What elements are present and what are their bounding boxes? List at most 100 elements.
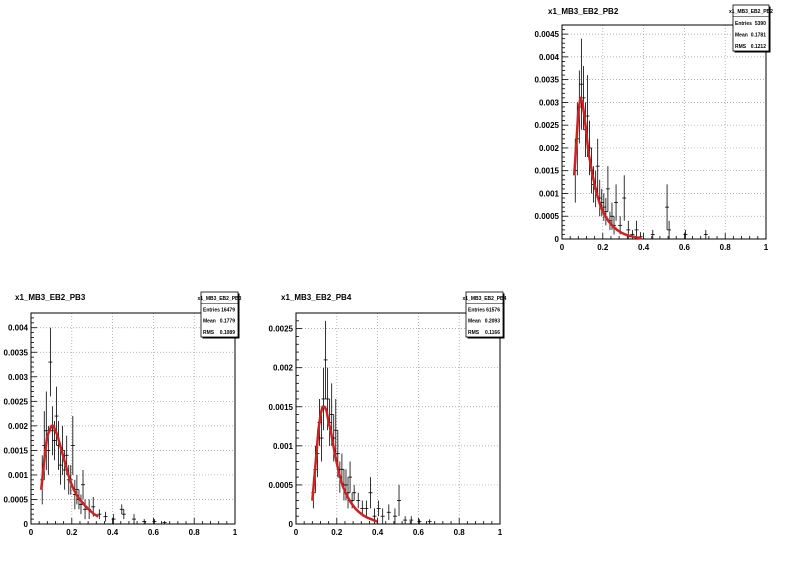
data-point [132,514,137,524]
x-tick-label: 0 [560,243,565,252]
data-point [409,516,414,524]
data-point [58,445,63,485]
data-point [121,509,126,520]
stats-rms-value: 0.1212 [751,44,767,50]
stats-rms-label: RMS [468,330,480,336]
fit-curve [572,96,642,240]
y-tick-label: 0.0005 [269,481,294,490]
stats-mean-label: Mean [468,319,481,325]
data-point [622,175,627,221]
fit-curve [311,405,379,523]
y-tick-label: 0 [24,520,29,529]
stats-box: x1_MB3_EB2_PB2 Entries 5390 Mean 0.1781 RMS 0.… [729,4,773,53]
y-tick-label: 0.004 [539,53,560,62]
y-tick-label: 0.002 [539,144,560,153]
data-point [319,414,324,462]
y-tick-label: 0.004 [8,324,29,333]
y-tick-label: 0.001 [539,189,560,198]
stats-mean-label: Mean [203,319,216,325]
x-tick-label: 0.6 [148,528,160,537]
y-tick-label: 0.001 [273,442,294,451]
data-point [74,474,79,505]
data-point [368,477,373,509]
y-tick-label: 0.003 [8,373,29,382]
stats-entries-label: Entries [468,307,485,313]
panel-title: x1_MB3_EB2_PB2 [548,7,619,16]
histogram-panel: x1_MB3_EB2_PB4 0 0.2 0.4 0.6 0.8 1 0 0.0005 0.001… [269,291,507,537]
panel-title: x1_MB3_EB2_PB3 [15,293,86,302]
x-tick-label: 1 [233,528,238,537]
data-point [48,327,53,397]
data-point [667,220,672,239]
stats-frame [732,4,770,52]
y-tick-label: 0.003 [539,98,560,107]
histogram-panel: x1_MB3_EB2_PB3 0 0.2 0.4 0.6 0.8 1 0 0.0005 0.001… [4,291,242,537]
stats-frame [465,291,504,338]
data-point [333,398,338,462]
data-point [397,484,402,517]
data-point [162,521,167,524]
x-tick-label: 0.4 [372,528,384,537]
y-tick-label: 0.002 [273,364,294,373]
stats-entries-label: Entries [735,21,752,27]
data-point [78,494,83,515]
data-point [83,499,88,520]
x-tick-label: 0.6 [679,243,691,252]
x-tick-label: 0.6 [413,528,425,537]
y-tick-label: 0 [555,235,560,244]
data-point [601,193,606,221]
stats-name: x1_MB3_EB2_PB2 [729,9,773,15]
y-tick-label: 0.002 [8,422,29,431]
data-point [386,504,391,521]
stats-mean-value: 0.1779 [220,319,236,325]
histogram-panel: x1_MB3_EB2_PB2 0 0.2 0.4 0.6 0.8 1 0 0.0005 0.001… [535,4,773,252]
y-tick-label: 0.0035 [535,76,560,85]
data-point [581,65,586,130]
fit-curve [39,424,99,518]
y-tick-label: 0.001 [8,471,29,480]
stats-entries-value: 61576 [486,307,500,313]
y-tick-label: 0.0045 [535,30,560,39]
y-tick-label: 0.0015 [4,446,29,455]
data-point [634,220,639,239]
data-point [103,511,108,522]
data-point [348,461,353,493]
x-tick-label: 0 [29,528,34,537]
stats-entries-value: 16479 [221,307,235,313]
stats-rms-label: RMS [203,330,215,336]
stats-entries-label: Entries [203,307,220,313]
y-tick-label: 0.0025 [269,325,294,334]
data-point [392,508,397,524]
stats-box: x1_MB3_EB2_PB4 Entries 61576 Mean 0.2093 RMS 0… [463,291,507,339]
data-point [70,416,75,475]
stats-rms-value: 0.1166 [485,330,500,336]
stats-mean-value: 0.1781 [751,32,767,38]
data-point [605,166,610,212]
data-point [119,504,124,515]
stats-box: x1_MB3_EB2_PB3 Entries 16479 Mean 0.1779 RMS 0… [198,291,242,339]
data-point [50,406,55,456]
y-tick-label: 0.0005 [4,495,29,504]
stats-mean-label: Mean [735,32,748,38]
data-point [44,391,49,471]
data-point [650,229,655,239]
data-point [81,470,86,500]
x-tick-label: 0.8 [189,528,201,537]
data-point [364,500,369,517]
y-tick-label: 0.0025 [535,121,560,130]
data-point [595,138,600,194]
data-point [665,184,670,230]
y-tick-label: 0.0015 [269,403,294,412]
data-point [376,500,381,517]
x-tick-label: 1 [764,243,769,252]
x-tick-label: 0.4 [638,243,650,252]
data-point [352,484,357,501]
data-point [142,519,147,524]
data-point [97,509,102,520]
data-point [323,320,328,399]
panel-title: x1_MB3_EB2_PB4 [281,293,352,302]
plot-frame [295,312,501,525]
data-point [614,184,619,221]
y-tick-label: 0 [289,520,294,529]
